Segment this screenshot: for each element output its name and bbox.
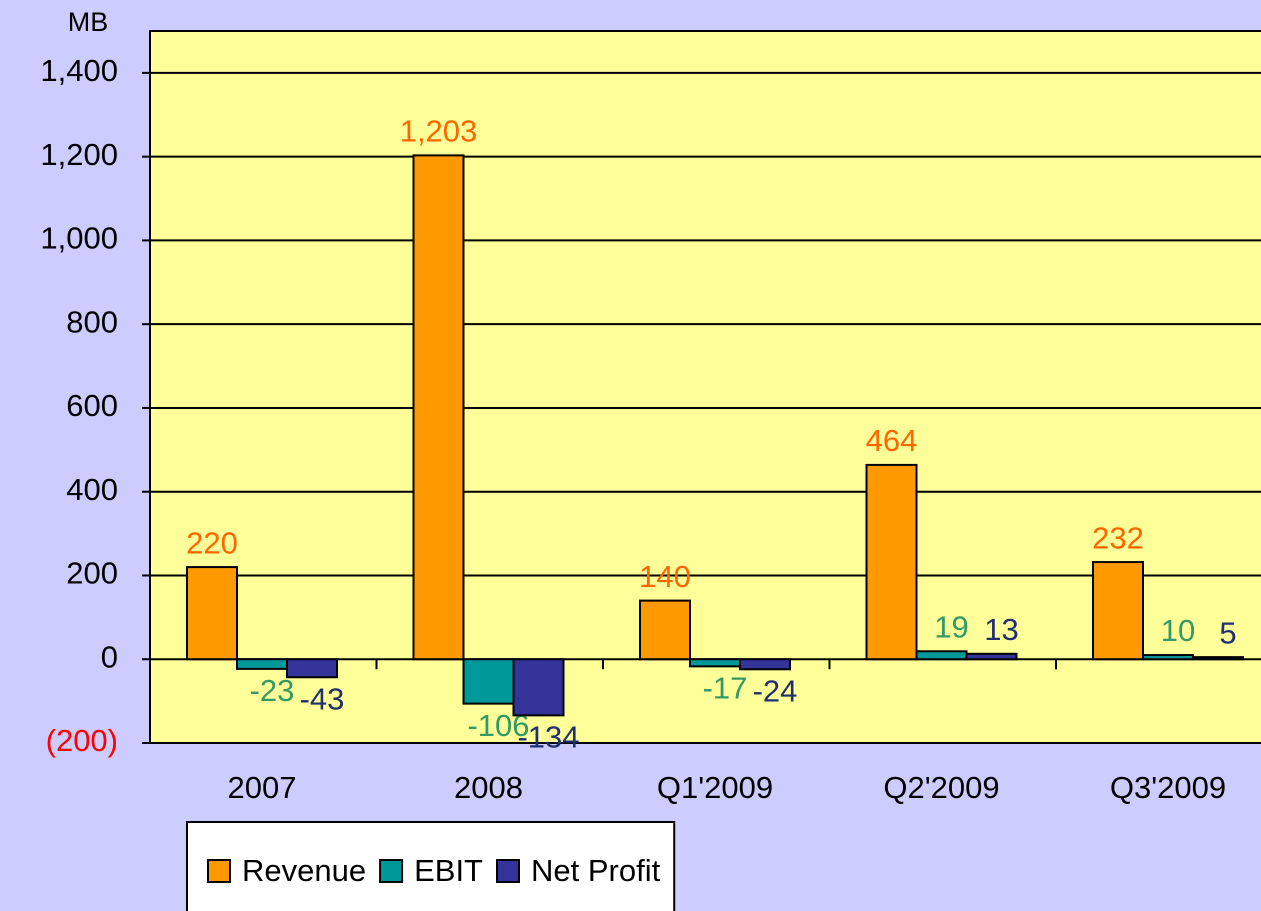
bar [1092, 561, 1144, 661]
bar [689, 658, 741, 668]
legend-label: Revenue [242, 853, 366, 888]
x-tick-label: Q3'2009 [1110, 770, 1226, 805]
data-label: 19 [934, 609, 968, 644]
bar [865, 463, 918, 661]
y-tick-label: 600 [66, 388, 118, 423]
bar [186, 566, 238, 661]
data-label: 1,203 [400, 114, 478, 149]
bar [286, 658, 338, 679]
plot-area [149, 30, 1261, 744]
y-tick-label: (200) [46, 723, 118, 758]
data-label: -134 [517, 720, 579, 755]
data-label: 5 [1219, 615, 1236, 650]
y-tick-label: 1,400 [40, 53, 118, 88]
bar [412, 154, 465, 661]
x-tick-label: Q2'2009 [883, 770, 999, 805]
data-label: 220 [186, 525, 238, 560]
bar [236, 658, 288, 670]
legend-label: Net Profit [531, 853, 661, 888]
data-label: 13 [984, 612, 1018, 647]
y-tick-label: 1,000 [40, 221, 118, 256]
x-tick-label: Q1'2009 [657, 770, 773, 805]
legend-swatch [207, 859, 231, 883]
data-label: 464 [866, 423, 918, 458]
y-tick-label: 800 [66, 304, 118, 339]
legend-box [186, 821, 676, 911]
y-axis-label: MB [68, 7, 109, 37]
data-label: 232 [1092, 520, 1144, 555]
data-label: -23 [250, 673, 295, 708]
legend-swatch [379, 859, 404, 883]
legend-swatch [496, 859, 520, 883]
x-tick-label: 2007 [228, 770, 297, 805]
bar [739, 658, 791, 671]
data-label: -17 [703, 671, 748, 706]
legend-label: EBIT [414, 853, 483, 888]
bar [1192, 656, 1244, 661]
bar [1142, 654, 1194, 661]
legend: Revenue EBIT Net Profit [186, 821, 676, 911]
data-label: -43 [300, 681, 345, 716]
bar [965, 652, 1018, 661]
y-tick-label: 0 [101, 639, 118, 674]
y-tick-label: 1,200 [40, 137, 118, 172]
bar [462, 658, 515, 705]
bar [915, 650, 968, 661]
bar [512, 658, 565, 717]
x-tick-label: 2008 [454, 770, 523, 805]
y-tick-label: 400 [66, 472, 118, 507]
bar [639, 599, 691, 661]
data-label: 140 [639, 559, 691, 594]
y-tick-label: 200 [66, 556, 118, 591]
data-label: -24 [753, 673, 798, 708]
data-label: 10 [1161, 613, 1195, 648]
